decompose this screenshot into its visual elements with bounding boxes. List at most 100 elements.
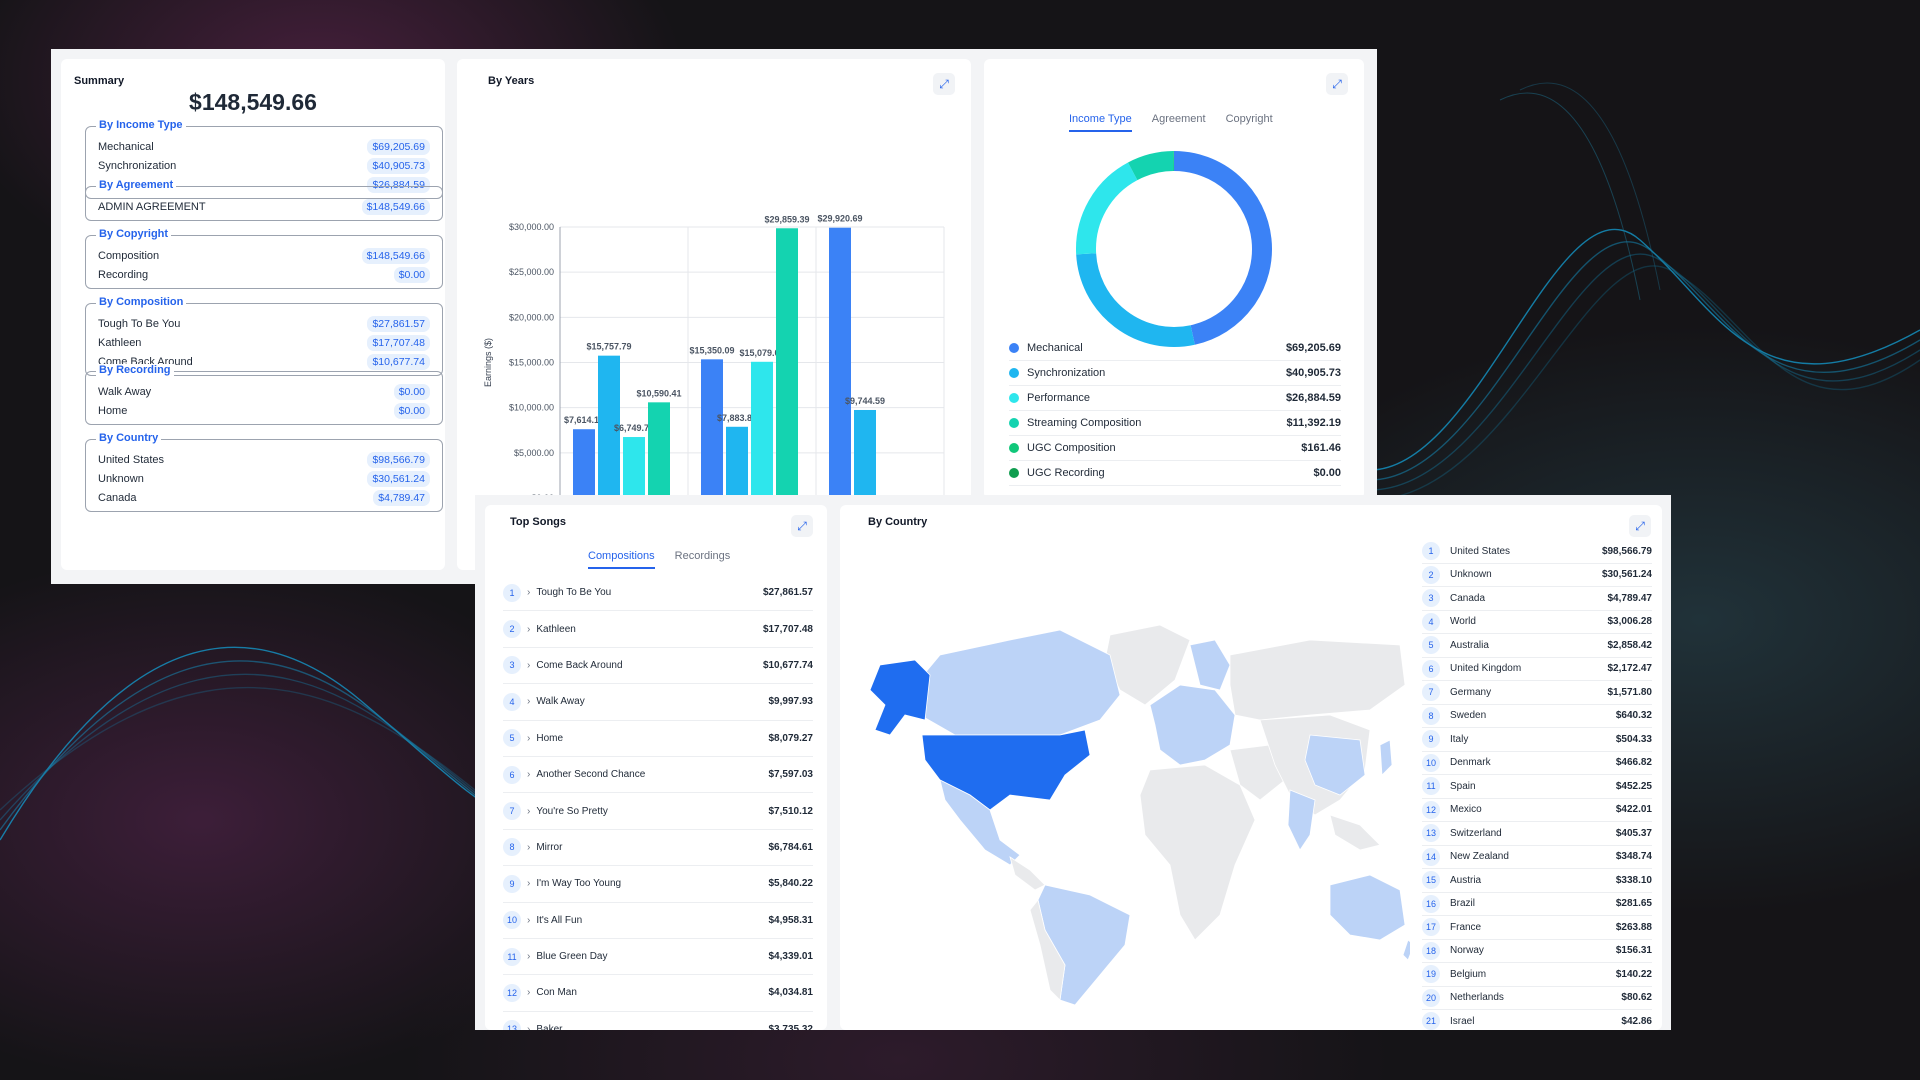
summary-row-label: Tough To Be You — [98, 317, 181, 330]
chevron-right-icon[interactable]: › — [527, 878, 531, 890]
country-name: New Zealand — [1450, 851, 1509, 863]
rank-badge: 15 — [1422, 871, 1440, 890]
song-row[interactable]: 1 › Tough To Be You $27,861.57 — [503, 575, 813, 612]
rank-badge: 21 — [1422, 1012, 1440, 1030]
song-value: $10,677.74 — [762, 659, 813, 671]
rank-badge: 13 — [1422, 824, 1440, 843]
country-name: Unknown — [1450, 569, 1492, 581]
map-japan — [1379, 739, 1393, 776]
summary-row: Canada $4,789.47 — [86, 488, 442, 507]
chevron-right-icon[interactable]: › — [527, 1023, 531, 1030]
chevron-right-icon[interactable]: › — [527, 951, 531, 963]
country-name: Switzerland — [1450, 827, 1502, 839]
rank-badge: 7 — [1422, 683, 1440, 702]
song-row[interactable]: 9 › I'm Way Too Young $5,840.22 — [503, 866, 813, 903]
bar-data-label: $15,079.01 — [739, 348, 784, 358]
chevron-right-icon[interactable]: › — [527, 587, 531, 599]
summary-row-value: $69,205.69 — [367, 138, 430, 155]
country-row: 12 Mexico $422.01 — [1422, 799, 1652, 822]
income-tab[interactable]: Income Type — [1069, 113, 1132, 132]
song-row[interactable]: 12 › Con Man $4,034.81 — [503, 975, 813, 1012]
map-canada — [914, 629, 1121, 736]
expand-icon[interactable]: ⤢ — [1326, 73, 1348, 95]
song-row[interactable]: 11 › Blue Green Day $4,339.01 — [503, 939, 813, 976]
song-name: Blue Green Day — [536, 951, 608, 963]
map-middle-east — [1229, 744, 1286, 801]
rank-badge: 5 — [1422, 636, 1440, 655]
song-row[interactable]: 8 › Mirror $6,784.61 — [503, 830, 813, 867]
song-row[interactable]: 7 › You're So Pretty $7,510.12 — [503, 793, 814, 830]
songs-tab[interactable]: Recordings — [674, 550, 731, 562]
country-list: 1 United States $98,566.79 2 Unknown $30,561.… — [1422, 540, 1652, 1030]
summary-row-label: Unknown — [98, 472, 144, 485]
income-legend-row: Streaming Composition $11,392.19 — [1009, 411, 1341, 436]
map-china — [1304, 734, 1366, 796]
country-value: $42.86 — [1621, 1015, 1652, 1027]
songs-tab[interactable]: Compositions — [588, 550, 655, 569]
map-southeast-asia — [1329, 814, 1381, 851]
chevron-right-icon[interactable]: › — [527, 914, 531, 926]
top-songs-list: 1 › Tough To Be You $27,861.57 2 › Kathleen $17… — [503, 575, 813, 1030]
income-tab[interactable]: Agreement — [1151, 113, 1206, 125]
y-tick-label: $5,000.00 — [514, 448, 554, 458]
chevron-right-icon[interactable]: › — [527, 805, 531, 817]
rank-badge: 16 — [1422, 894, 1440, 913]
chevron-right-icon[interactable]: › — [527, 696, 531, 708]
income-legend-value: $161.46 — [1301, 442, 1341, 454]
country-value: $348.74 — [1615, 851, 1652, 863]
country-row: 14 New Zealand $348.74 — [1422, 846, 1652, 869]
expand-icon[interactable]: ⤢ — [791, 515, 813, 537]
rank-badge: 2 — [503, 620, 521, 639]
income-tab[interactable]: Copyright — [1225, 113, 1273, 125]
income-legend-row: UGC Composition $161.46 — [1009, 436, 1341, 461]
bar — [598, 355, 620, 498]
bar — [623, 437, 645, 498]
summary-group: By Country United States $98,566.79 Unknown… — [85, 432, 443, 512]
rank-badge: 9 — [503, 874, 521, 893]
country-row: 8 Sweden $640.32 — [1422, 705, 1652, 728]
expand-icon[interactable]: ⤢ — [933, 73, 955, 95]
chevron-right-icon[interactable]: › — [527, 987, 531, 999]
song-row[interactable]: 2 › Kathleen $17,707.48 — [503, 611, 813, 648]
song-row[interactable]: 6 › Another Second Chance $7,597.03 — [503, 757, 813, 794]
song-row[interactable]: 3 › Come Back Around $10,677.74 — [503, 648, 813, 685]
summary-row-value: $4,789.47 — [373, 489, 430, 506]
summary-row-label: Synchronization — [98, 159, 177, 172]
song-value: $7,510.12 — [768, 805, 814, 817]
bar-data-label: $15,350.09 — [689, 345, 734, 355]
country-row: 3 Canada $4,789.47 — [1422, 587, 1652, 611]
expand-icon[interactable]: ⤢ — [1629, 515, 1651, 537]
income-legend-name: Synchronization — [1027, 367, 1106, 379]
summary-row-label: Composition — [98, 249, 160, 262]
chevron-right-icon[interactable]: › — [527, 841, 531, 853]
chevron-right-icon[interactable]: › — [527, 659, 531, 671]
country-value: $338.10 — [1615, 874, 1652, 886]
song-row[interactable]: 4 › Walk Away $9,997.93 — [503, 684, 813, 721]
rank-badge: 13 — [503, 1020, 521, 1030]
country-name: United Kingdom — [1450, 663, 1522, 675]
income-legend-name: UGC Recording — [1027, 467, 1105, 479]
bar — [776, 228, 798, 498]
country-row: 5 Australia $2,858.42 — [1422, 634, 1652, 658]
chevron-right-icon[interactable]: › — [527, 623, 531, 635]
song-name: Come Back Around — [536, 659, 623, 671]
bar — [648, 402, 670, 498]
chevron-right-icon[interactable]: › — [527, 732, 531, 744]
world-map — [869, 624, 1410, 1006]
chevron-right-icon[interactable]: › — [527, 769, 531, 781]
summary-row-value: $148,549.66 — [361, 247, 430, 264]
song-row[interactable]: 5 › Home $8,079.27 — [503, 721, 813, 757]
map-russia — [1229, 639, 1406, 721]
country-row: 2 Unknown $30,561.24 — [1422, 564, 1652, 587]
bar-data-label: $29,859.39 — [764, 214, 809, 224]
rank-badge: 12 — [503, 983, 521, 1002]
rank-badge: 1 — [1422, 542, 1440, 561]
song-row[interactable]: 10 › It's All Fun $4,958.31 — [503, 903, 813, 939]
song-row[interactable]: 13 › Baker $3,735.32 — [503, 1012, 813, 1030]
summary-row-value: $27,861.57 — [367, 315, 430, 332]
country-row: 4 World $3,006.28 — [1422, 611, 1652, 634]
country-value: $263.88 — [1615, 921, 1652, 933]
map-south-america-west — [1029, 899, 1066, 1001]
country-name: Sweden — [1450, 710, 1487, 722]
rank-badge: 6 — [1422, 659, 1440, 678]
